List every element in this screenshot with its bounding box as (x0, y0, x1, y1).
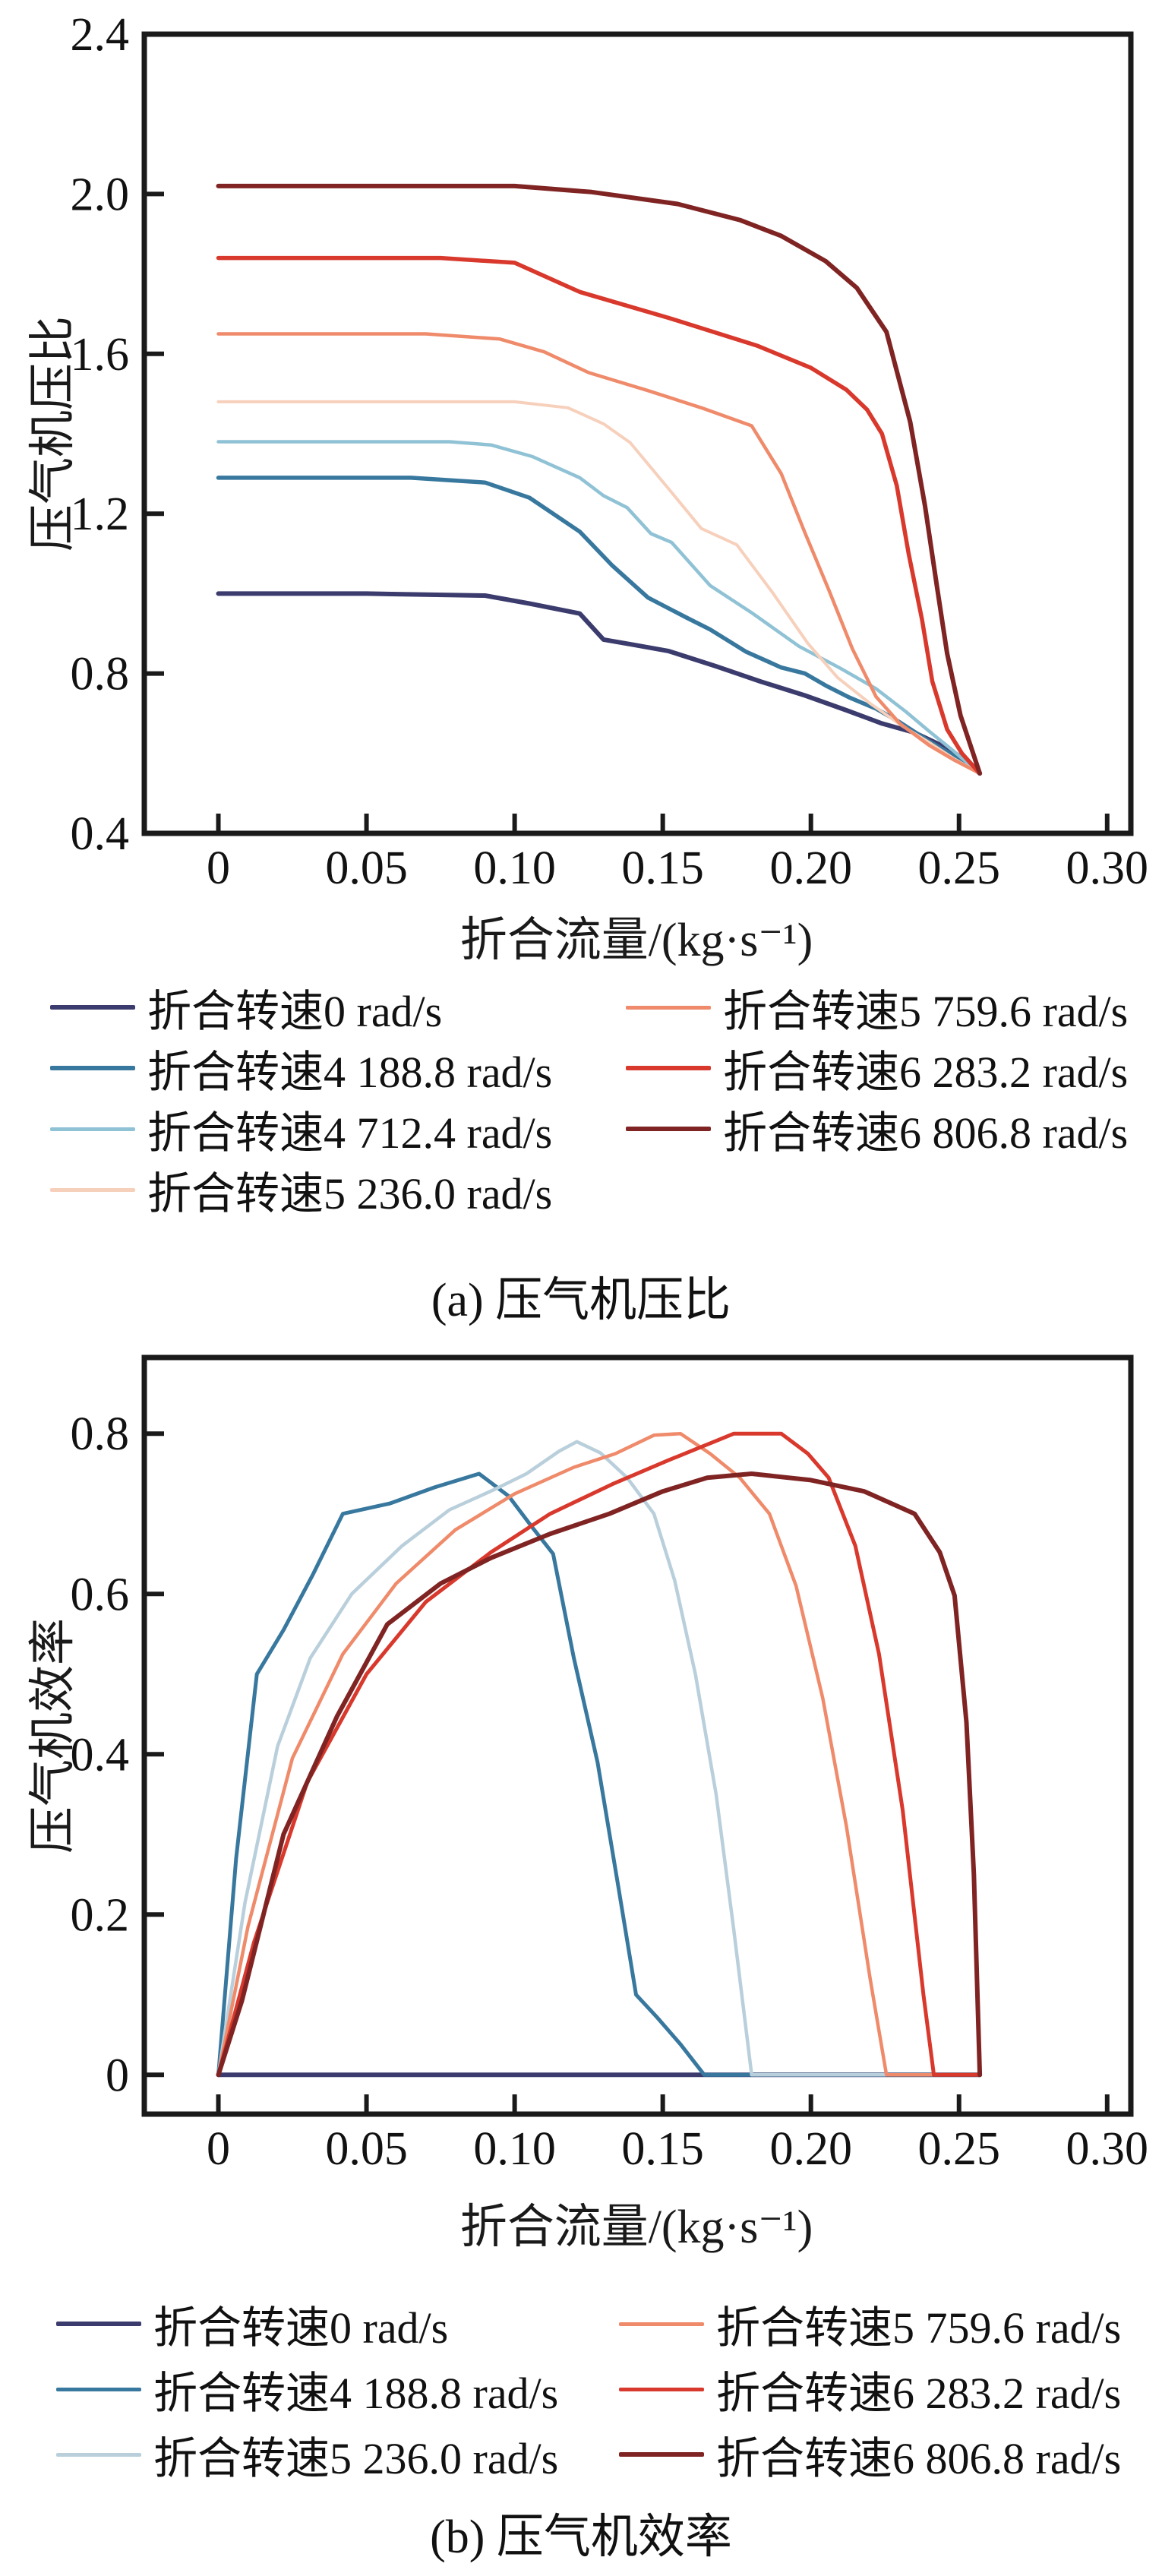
chart-b-x-tick-label: 0.25 (917, 2123, 1000, 2175)
legend-label: 折合转速5 236.0 rad/s (153, 2434, 559, 2483)
legend-item-b-3: 折合转速5 759.6 rad/s (619, 2291, 1121, 2356)
legend-label: 折合转速4 188.8 rad/s (147, 1048, 553, 1097)
chart-b-series-line-4 (216, 1431, 982, 2077)
legend-label: 折合转速5 759.6 rad/s (723, 987, 1129, 1036)
chart-b-x-tick-label: 0 (207, 2123, 230, 2175)
legend-line-swatch (619, 2322, 704, 2326)
chart-a-y-tick-label: 0.4 (71, 808, 130, 860)
chart-a-x-axis-title: 折合流量/(kg·s⁻¹) (459, 915, 813, 966)
chart-b-series-line-2 (216, 1440, 982, 2077)
chart-a-x-tick-label: 0.20 (769, 842, 852, 894)
legend-item-a-5: 折合转速6 283.2 rad/s (626, 1038, 1128, 1098)
chart-b-y-tick-label: 0.6 (71, 1569, 130, 1620)
legend-label: 折合转速5 236.0 rad/s (147, 1169, 553, 1218)
chart-a-legend-column-2: 折合转速5 759.6 rad/s 折合转速6 283.2 rad/s 折合转速6 … (626, 977, 1128, 1159)
legend-line-swatch (50, 1187, 135, 1192)
chart-b-x-tick-label: 0.15 (621, 2123, 704, 2175)
chart-a-series-line-6 (216, 183, 983, 776)
chart-b-y-tick-label: 0.2 (71, 1889, 130, 1941)
legend-label: 折合转速6 806.8 rad/s (723, 1108, 1129, 1158)
chart-a-y-axis-title: 压气机压比 (27, 316, 79, 552)
chart-b-plot-border (141, 1354, 1134, 2117)
caption-chart-a: (a) 压气机压比 (431, 1275, 731, 1326)
legend-line-swatch (50, 1005, 135, 1010)
legend-item-a-1: 折合转速4 188.8 rad/s (50, 1038, 552, 1098)
chart-b-legend: 折合转速0 rad/s 折合转速4 188.8 rad/s 折合转速5 236.0 … (0, 2291, 1162, 2496)
chart-b-y-tick-label: 0.4 (71, 1729, 130, 1781)
chart-b-series-line-5 (216, 1471, 983, 2078)
chart-a-legend: 折合转速0 rad/s 折合转速4 188.8 rad/s 折合转速4 712.4 … (0, 977, 1162, 1228)
chart-a-y-tick-label: 2.4 (71, 9, 130, 61)
chart-a-plot-border (141, 31, 1134, 836)
legend-item-a-2: 折合转速4 712.4 rad/s (50, 1098, 552, 1159)
legend-label: 折合转速4 188.8 rad/s (153, 2369, 559, 2418)
chart-a-series-line-1 (216, 476, 982, 776)
legend-line-swatch (619, 2387, 704, 2391)
chart-b-y-tick-label: 0.8 (71, 1408, 130, 1460)
chart-b-legend-column-2: 折合转速5 759.6 rad/s 折合转速6 283.2 rad/s 折合转速6 … (619, 2291, 1121, 2487)
legend-line-swatch (56, 2322, 141, 2326)
legend-item-a-0: 折合转速0 rad/s (50, 977, 552, 1038)
legend-item-b-2: 折合转速5 236.0 rad/s (56, 2422, 558, 2487)
legend-label: 折合转速6 283.2 rad/s (716, 2369, 1122, 2418)
chart-a-y-tick-label: 1.2 (71, 488, 130, 540)
legend-item-a-6: 折合转速6 806.8 rad/s (626, 1098, 1128, 1159)
chart-a-series-line-4 (216, 332, 982, 776)
legend-item-a-4: 折合转速5 759.6 rad/s (626, 977, 1128, 1038)
legend-line-swatch (56, 2452, 141, 2457)
chart-b-x-axis-title: 折合流量/(kg·s⁻¹) (459, 2201, 813, 2253)
chart-a-x-tick-label: 0.05 (325, 842, 408, 894)
chart-b-x-tick-label: 0.20 (769, 2123, 852, 2175)
legend-item-b-5: 折合转速6 806.8 rad/s (619, 2422, 1121, 2487)
chart-a-x-tick-label: 0.10 (473, 842, 556, 894)
chart-a-x-tick-label: 0.25 (917, 842, 1000, 894)
legend-line-swatch (56, 2387, 141, 2391)
chart-a-x-tick-label: 0.30 (1066, 842, 1149, 894)
legend-line-swatch (619, 2452, 704, 2457)
legend-line-swatch (50, 1066, 135, 1070)
chart-a-series-line-5 (216, 255, 982, 776)
chart-b-x-tick-label: 0.10 (473, 2123, 556, 2175)
legend-item-b-0: 折合转速0 rad/s (56, 2291, 558, 2356)
chart-a-x-tick-label: 0 (207, 842, 230, 894)
chart-a: 0 0.05 0.10 0.15 0.20 0.25 0.30 0.4 0.8 1.2 1.6 2.0… (71, 9, 1149, 894)
caption-chart-b: (b) 压气机效率 (430, 2511, 732, 2563)
chart-b-y-axis-title: 压气机效率 (27, 1618, 79, 1854)
chart-a-y-tick-label: 0.8 (71, 649, 130, 700)
chart-a-y-tick-label: 1.6 (71, 329, 130, 381)
legend-line-swatch (626, 1066, 711, 1070)
legend-item-b-4: 折合转速6 283.2 rad/s (619, 2356, 1121, 2422)
legend-item-b-1: 折合转速4 188.8 rad/s (56, 2356, 558, 2422)
legend-line-swatch (50, 1127, 135, 1131)
chart-b-x-tick-label: 0.30 (1066, 2123, 1149, 2175)
chart-b: 0 0.05 0.10 0.15 0.20 0.25 0.30 0 0.2 0.4 0.6 0.8 (71, 1354, 1149, 2175)
legend-item-a-3: 折合转速5 236.0 rad/s (50, 1159, 552, 1220)
chart-b-series-line-1 (216, 1471, 982, 2077)
legend-line-swatch (626, 1005, 711, 1010)
chart-a-x-tick-label: 0.15 (621, 842, 704, 894)
legend-label: 折合转速0 rad/s (147, 987, 443, 1036)
legend-label: 折合转速6 806.8 rad/s (716, 2434, 1122, 2483)
legend-line-swatch (626, 1127, 711, 1131)
chart-b-x-tick-label: 0.05 (325, 2123, 408, 2175)
chart-a-series-line-2 (216, 440, 982, 776)
legend-label: 折合转速6 283.2 rad/s (723, 1048, 1129, 1097)
chart-b-series-line-3 (216, 1431, 982, 2077)
legend-label: 折合转速5 759.6 rad/s (716, 2303, 1122, 2353)
legend-label: 折合转速4 712.4 rad/s (147, 1108, 553, 1158)
chart-a-legend-column-1: 折合转速0 rad/s 折合转速4 188.8 rad/s 折合转速4 712.4 … (50, 977, 552, 1220)
legend-label: 折合转速0 rad/s (153, 2303, 449, 2353)
chart-b-legend-column-1: 折合转速0 rad/s 折合转速4 188.8 rad/s 折合转速5 236.0 … (56, 2291, 558, 2487)
chart-b-y-tick-label: 0 (106, 2050, 129, 2101)
chart-a-y-tick-label: 2.0 (71, 169, 130, 220)
